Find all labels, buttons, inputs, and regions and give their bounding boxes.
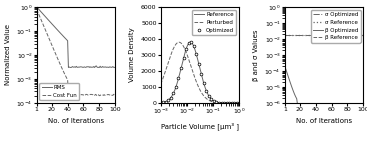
β Optimized — [295, 104, 300, 105]
Optimized — [232, 102, 236, 104]
Reference — [208, 97, 212, 99]
Optimized — [199, 73, 203, 75]
Optimized — [204, 90, 208, 92]
β Reference — [355, 104, 359, 105]
Legend: RMS, Cost Fun: RMS, Cost Fun — [40, 83, 79, 100]
Reference — [215, 102, 220, 103]
Reference — [237, 102, 241, 104]
Perturbed — [237, 102, 241, 104]
β Optimized — [324, 104, 328, 105]
Reference — [188, 41, 193, 43]
Optimized — [181, 57, 186, 59]
σ Reference — [357, 34, 361, 36]
β Optimized — [298, 104, 303, 105]
σ Reference — [283, 34, 287, 36]
β Reference — [301, 104, 305, 105]
Optimized — [166, 99, 171, 101]
Perturbed — [168, 56, 172, 58]
β Optimized — [302, 104, 306, 105]
Optimized — [212, 100, 216, 102]
Reference — [190, 42, 194, 44]
Optimized — [222, 102, 226, 104]
Perturbed — [159, 83, 163, 85]
X-axis label: No. of Iterations: No. of Iterations — [48, 118, 104, 124]
Optimized — [201, 83, 206, 84]
Optimized — [209, 98, 214, 100]
β Optimized — [361, 104, 366, 105]
Optimized — [229, 102, 234, 104]
σ Optimized — [355, 34, 359, 36]
β Reference — [330, 104, 334, 105]
Optimized — [184, 48, 188, 50]
Perturbed — [215, 102, 220, 103]
Optimized — [207, 95, 211, 97]
σ Optimized — [357, 34, 361, 36]
Optimized — [237, 102, 241, 104]
Optimized — [186, 42, 191, 44]
Y-axis label: Volume Density: Volume Density — [130, 28, 135, 82]
Optimized — [176, 78, 181, 79]
Perturbed — [190, 69, 194, 70]
σ Reference — [355, 34, 359, 36]
σ Reference — [298, 34, 302, 36]
σ Reference — [301, 34, 305, 36]
σ Optimized — [330, 34, 334, 36]
Optimized — [224, 102, 229, 104]
σ Reference — [330, 34, 334, 36]
Optimized — [194, 53, 199, 55]
Optimized — [169, 97, 173, 98]
β Optimized — [283, 65, 287, 67]
Y-axis label: β and σ Values: β and σ Values — [253, 29, 259, 81]
σ Optimized — [301, 34, 305, 36]
Reference — [216, 102, 220, 103]
Reference — [184, 48, 189, 49]
Optimized — [214, 101, 219, 103]
Optimized — [171, 92, 176, 94]
β Reference — [298, 104, 302, 105]
Optimized — [161, 102, 166, 103]
Optimized — [217, 102, 221, 103]
β Optimized — [356, 104, 360, 105]
X-axis label: No. of Iterations: No. of Iterations — [296, 118, 352, 124]
Y-axis label: Normalized Value: Normalized Value — [5, 25, 11, 85]
Optimized — [227, 102, 231, 104]
σ Reference — [323, 34, 327, 36]
β Reference — [283, 104, 287, 105]
β Reference — [361, 104, 366, 105]
Optimized — [179, 67, 183, 69]
σ Optimized — [323, 34, 327, 36]
Line: Perturbed: Perturbed — [161, 42, 239, 103]
Optimized — [197, 63, 201, 65]
β Reference — [357, 104, 361, 105]
β Optimized — [358, 104, 362, 105]
Optimized — [192, 45, 196, 47]
Optimized — [159, 102, 163, 103]
β Reference — [323, 104, 327, 105]
Optimized — [235, 102, 239, 104]
Line: β Optimized: β Optimized — [285, 66, 363, 104]
Perturbed — [208, 100, 212, 102]
X-axis label: Particle Volume [μm³ ]: Particle Volume [μm³ ] — [161, 122, 239, 130]
Optimized — [164, 101, 168, 103]
Optimized — [219, 102, 224, 104]
β Optimized — [330, 104, 335, 105]
Perturbed — [177, 41, 181, 43]
Line: Reference: Reference — [161, 42, 239, 103]
Optimized — [189, 41, 193, 43]
Legend: σ Optimized, σ Reference, β Optimized, β Reference: σ Optimized, σ Reference, β Optimized, β… — [311, 10, 360, 43]
Perturbed — [184, 52, 189, 54]
σ Optimized — [298, 34, 302, 36]
Reference — [159, 102, 163, 103]
Line: Optimized: Optimized — [159, 41, 241, 104]
Reference — [168, 98, 172, 99]
σ Reference — [361, 34, 366, 36]
Legend: Reference, Perturbed, Optimized: Reference, Perturbed, Optimized — [192, 10, 236, 35]
Perturbed — [216, 102, 220, 103]
σ Optimized — [361, 34, 366, 36]
σ Optimized — [283, 34, 287, 36]
Optimized — [174, 86, 178, 88]
